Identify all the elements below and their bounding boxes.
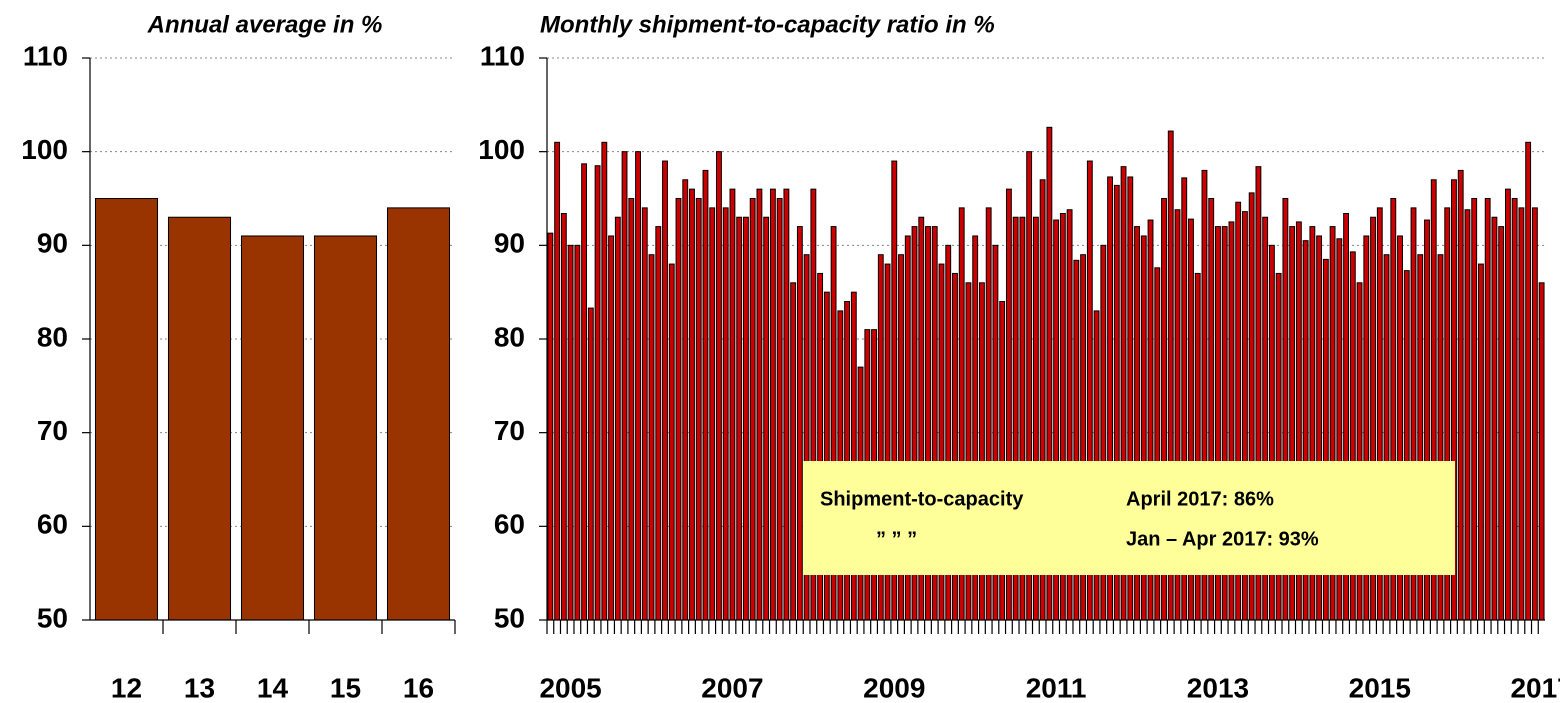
x-tick-label: 2017 (1510, 672, 1560, 703)
monthly-panel: Monthly shipment-to-capacity ratio in % … (478, 11, 1560, 703)
annotation-box (803, 461, 1455, 575)
bar (682, 179, 689, 621)
bar (608, 235, 614, 621)
x-tick-label: 2005 (539, 672, 601, 703)
bar (749, 198, 756, 621)
bar (1531, 207, 1538, 621)
bar (1484, 198, 1491, 621)
x-tick-label: 2013 (1187, 672, 1249, 703)
bar (1457, 169, 1464, 621)
y-tick-label: 110 (23, 40, 68, 71)
y-tick-label: 110 (480, 40, 525, 71)
bar (567, 244, 574, 621)
x-tick-label: 2009 (863, 672, 925, 703)
bar (790, 282, 797, 621)
y-tick-label: 60 (37, 509, 68, 540)
bar (1504, 188, 1511, 621)
bar (1478, 263, 1484, 621)
y-tick-label: 100 (478, 134, 525, 165)
annotation-label: Shipment-to-capacity (820, 488, 1024, 510)
chart-title: Annual average in % (147, 11, 383, 38)
bar (621, 151, 628, 621)
bar (776, 198, 783, 621)
x-tick-label: 14 (257, 672, 289, 703)
bar (386, 207, 451, 621)
y-tick-label: 80 (494, 321, 525, 352)
bar (641, 207, 648, 621)
x-tick-label: 12 (111, 672, 142, 703)
bar (547, 232, 554, 621)
bar (587, 307, 594, 621)
y-tick-label: 60 (494, 509, 525, 540)
bar (668, 263, 675, 621)
bar (736, 216, 743, 621)
bar (614, 216, 621, 621)
bar (581, 163, 588, 621)
bar (769, 188, 776, 621)
y-tick-label: 90 (37, 228, 68, 259)
bar (1518, 207, 1525, 621)
bar (742, 216, 749, 621)
bar (240, 235, 305, 621)
x-tick-label: 13 (184, 672, 215, 703)
bar (675, 198, 682, 621)
bar (94, 198, 159, 621)
bar (594, 165, 601, 621)
annotation-ditto: ” ” ” (876, 528, 917, 550)
bar (648, 254, 655, 621)
bar (1471, 198, 1478, 621)
bar (783, 188, 790, 621)
annual-panel: Annual average in % 50 60 70 80 90 100 110 12 13… (21, 11, 456, 703)
bar (1498, 226, 1505, 621)
bar (729, 188, 736, 621)
annotation-value: April 2017: 86% (1126, 488, 1274, 510)
bar (1525, 141, 1532, 621)
bar (716, 151, 722, 621)
bar (628, 198, 635, 621)
x-tick-label: 16 (403, 672, 434, 703)
y-tick-label: 90 (494, 228, 525, 259)
x-tick-label: 2007 (701, 672, 763, 703)
bar (702, 169, 709, 621)
bar (709, 207, 716, 621)
bar (1491, 216, 1498, 621)
x-tick-label: 2015 (1349, 672, 1411, 703)
y-tick-label: 50 (37, 602, 68, 633)
y-tick-label: 70 (494, 415, 525, 446)
annotation-value: Jan – Apr 2017: 93% (1126, 528, 1319, 550)
bar (1464, 209, 1471, 621)
bar (763, 216, 770, 621)
x-tick-label: 15 (330, 672, 361, 703)
bar (756, 188, 763, 621)
bar (796, 226, 803, 621)
bar (167, 216, 232, 621)
bar (722, 207, 729, 621)
y-tick-label: 80 (37, 321, 68, 352)
bar (662, 160, 668, 621)
y-tick-label: 50 (494, 602, 525, 633)
bar (313, 235, 378, 621)
y-tick-label: 100 (21, 134, 68, 165)
bar (695, 198, 702, 621)
chart-title: Monthly shipment-to-capacity ratio in % (540, 11, 995, 38)
bar (560, 212, 567, 621)
bar (689, 188, 695, 621)
bar (601, 141, 608, 621)
bar (635, 151, 641, 621)
bar (574, 244, 581, 621)
bar (1538, 282, 1545, 621)
bar (655, 226, 662, 621)
bar (554, 141, 561, 621)
bar (1511, 198, 1518, 621)
x-tick-label: 2011 (1026, 672, 1087, 703)
y-tick-label: 70 (37, 415, 68, 446)
